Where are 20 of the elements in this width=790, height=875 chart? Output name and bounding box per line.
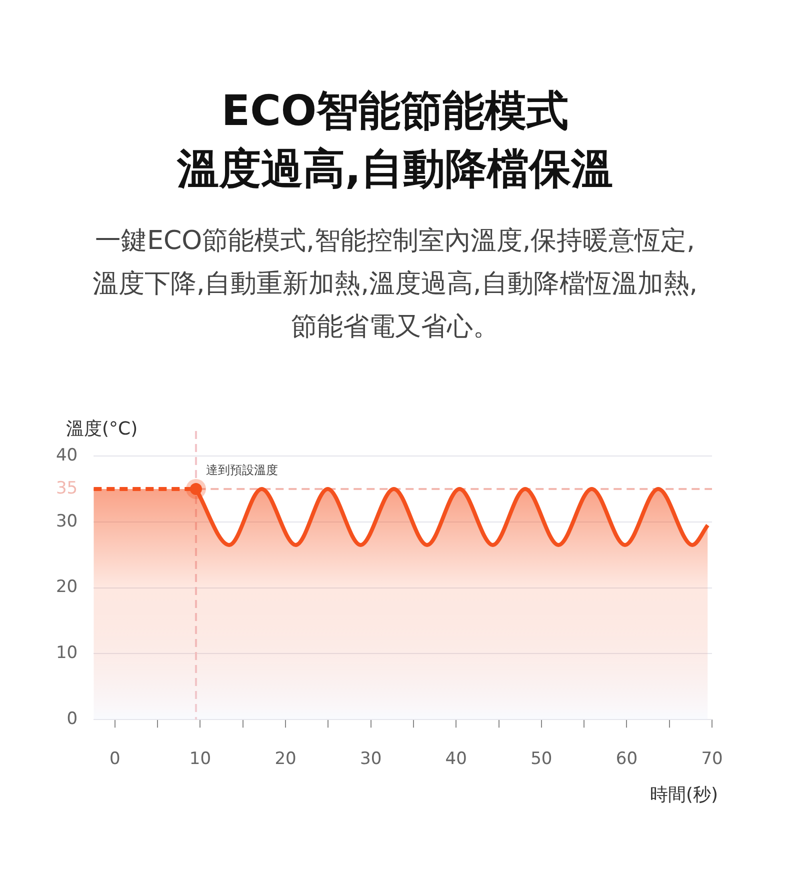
chart-subtitle: 溫度過高,自動降檔保溫 (176, 143, 614, 195)
x-axis-title: 時間(秒) (650, 784, 718, 806)
y-tick-label: 30 (56, 511, 78, 532)
x-tick-label: 40 (445, 749, 467, 770)
x-tick-label: 20 (274, 749, 296, 770)
x-tick-label: 70 (701, 749, 723, 770)
y-tick-label: 0 (66, 709, 78, 730)
chart-title: ECO智能節能模式 (220, 85, 570, 137)
x-tick-label: 30 (360, 749, 382, 770)
x-tick-label: 0 (110, 749, 120, 770)
y-tick-label: 40 (56, 445, 78, 466)
y-tick-label: 20 (56, 577, 78, 598)
text: 一鍵ECO節能模式,智能控制室內溫度,保持暖意恆定,溫度下降,自動重新加熱,溫度過高,自動降檔恆溫加熱,節能省電又省心。 (91, 225, 699, 344)
y-tick-label: 10 (56, 643, 78, 664)
annotation: 達到預設溫度 (206, 463, 278, 478)
y-axis-title: 溫度(°C) (66, 418, 138, 440)
x-tick-label: 50 (530, 749, 552, 770)
x-tick-label: 10 (189, 749, 212, 770)
x-tick-label: 60 (616, 749, 638, 770)
y-tick-label: 35 (56, 478, 78, 498)
